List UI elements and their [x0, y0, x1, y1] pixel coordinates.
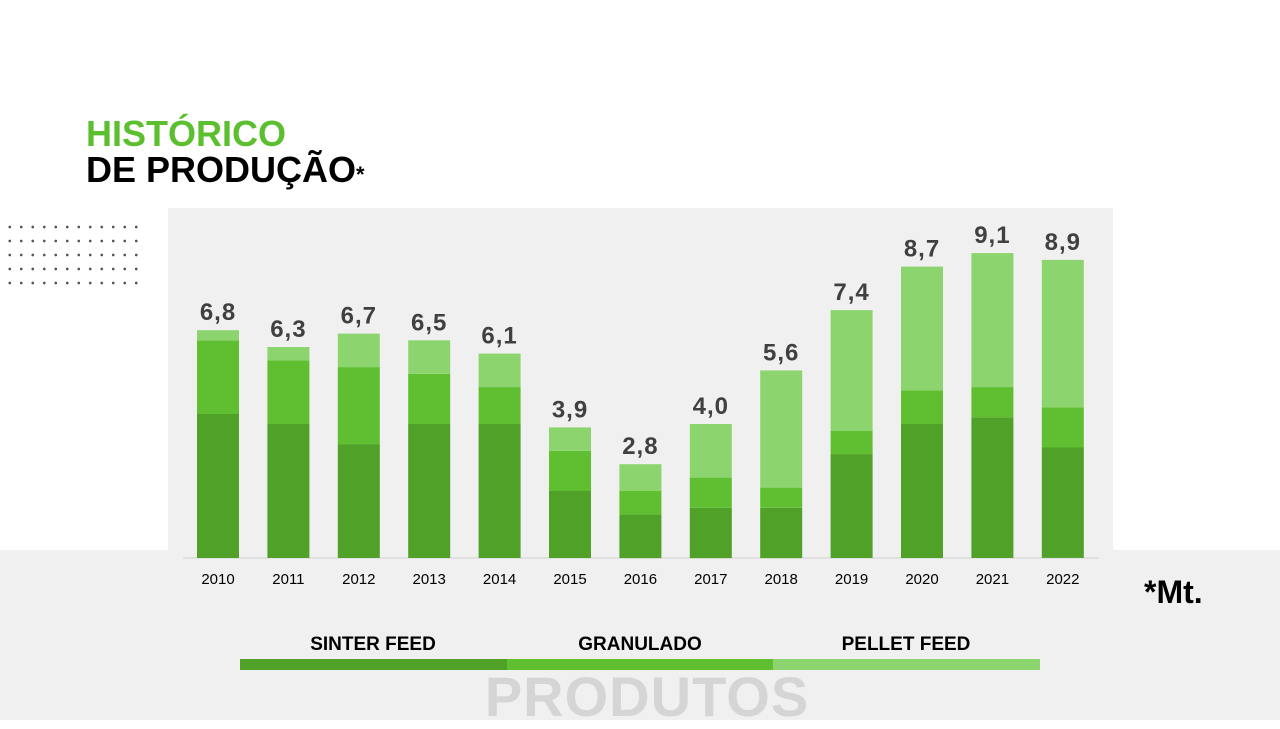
bar-2014-sinter-feed — [478, 424, 521, 558]
x-tick-label-2021: 2021 — [976, 571, 1009, 588]
legend-swatch-sinter-feed — [240, 659, 507, 670]
bar-2015-pellet-feed — [549, 427, 591, 451]
bar-2019-pellet-feed — [830, 310, 873, 431]
bars-group — [197, 253, 1084, 559]
bar-2020-sinter-feed — [901, 424, 943, 558]
bar-2012-pellet-feed — [337, 333, 380, 368]
bar-2011-granulado — [267, 360, 310, 424]
bar-2021-sinter-feed — [971, 417, 1014, 558]
legend-label-sinter-feed: SINTER FEED — [310, 634, 436, 655]
total-label-2021: 9,1 — [974, 222, 1010, 249]
bar-2019-sinter-feed — [830, 454, 873, 558]
bar-2015-granulado — [549, 450, 591, 491]
bar-2018-pellet-feed — [760, 370, 803, 488]
legend-label-pellet-feed: PELLET FEED — [841, 634, 971, 655]
bar-2013-granulado — [408, 373, 451, 425]
x-tick-label-2018: 2018 — [765, 571, 798, 588]
bar-2012-sinter-feed — [337, 444, 380, 558]
total-label-2012: 6,7 — [341, 303, 377, 330]
x-tick-label-2022: 2022 — [1046, 571, 1079, 588]
bar-2020-granulado — [901, 390, 943, 424]
bar-2013-sinter-feed — [408, 424, 451, 558]
title-asterisk: * — [356, 162, 365, 187]
bottom-band — [0, 550, 1280, 720]
total-label-2019: 7,4 — [833, 279, 869, 306]
x-tick-label-2020: 2020 — [905, 571, 938, 588]
dot-pattern-decoration — [4, 220, 144, 286]
bar-2018-sinter-feed — [760, 507, 803, 559]
legend-swatch-granulado — [507, 659, 774, 670]
bar-2011-pellet-feed — [267, 347, 310, 361]
bar-2022-granulado — [1041, 407, 1084, 448]
products-watermark: PRODUTOS — [484, 665, 810, 728]
total-label-2015: 3,9 — [552, 396, 588, 423]
bar-2014-pellet-feed — [478, 353, 521, 388]
x-tick-label-2015: 2015 — [553, 571, 586, 588]
bar-2014-granulado — [478, 387, 521, 424]
x-tick-label-2013: 2013 — [413, 571, 446, 588]
total-label-2018: 5,6 — [763, 339, 799, 366]
page-title-line-1: HISTÓRICO — [86, 113, 287, 154]
total-label-2020: 8,7 — [904, 236, 940, 263]
x-tick-label-2016: 2016 — [624, 571, 657, 588]
bar-2021-pellet-feed — [971, 253, 1014, 388]
bar-2010-granulado — [197, 340, 239, 414]
bar-2011-sinter-feed — [267, 424, 310, 558]
x-tick-label-2010: 2010 — [201, 571, 234, 588]
total-label-2014: 6,1 — [481, 323, 517, 350]
bar-2016-sinter-feed — [619, 514, 662, 559]
unit-note: *Mt. — [1144, 574, 1203, 610]
bar-2016-granulado — [619, 491, 662, 515]
x-tick-label-2012: 2012 — [342, 571, 375, 588]
total-label-2011: 6,3 — [270, 316, 306, 343]
total-label-2010: 6,8 — [200, 299, 236, 326]
bar-2018-granulado — [760, 487, 803, 508]
bar-2022-pellet-feed — [1041, 259, 1084, 408]
x-tick-label-2011: 2011 — [272, 571, 304, 588]
bar-2022-sinter-feed — [1041, 447, 1084, 558]
bar-2010-pellet-feed — [197, 330, 239, 341]
bar-2016-pellet-feed — [619, 464, 662, 491]
bar-2017-sinter-feed — [689, 507, 732, 559]
total-label-2022: 8,9 — [1045, 229, 1081, 256]
x-tick-label-2014: 2014 — [483, 571, 516, 588]
bar-2017-granulado — [689, 477, 732, 508]
bar-2012-granulado — [337, 367, 380, 445]
page-title-text: DE PRODUÇÃO — [86, 149, 357, 190]
bar-2015-sinter-feed — [549, 491, 591, 558]
bar-2020-pellet-feed — [901, 266, 943, 391]
bar-2013-pellet-feed — [408, 340, 451, 374]
total-label-2016: 2,8 — [622, 433, 658, 460]
x-tick-label-2019: 2019 — [835, 571, 868, 588]
total-label-2013: 6,5 — [411, 309, 447, 336]
legend-swatch-pellet-feed — [773, 659, 1040, 670]
x-tick-label-2017: 2017 — [694, 571, 727, 588]
labels-group: 6,8 2010 6,3 2011 6,7 2012 6,5 2013 6,1 2014 3,9 20… — [200, 222, 1081, 588]
bar-2021-granulado — [971, 387, 1014, 418]
total-label-2017: 4,0 — [693, 393, 729, 420]
bar-2010-sinter-feed — [197, 414, 239, 558]
page-title-line-2: DE PRODUÇÃO* — [86, 150, 365, 195]
bar-2019-granulado — [830, 430, 873, 455]
bar-2017-pellet-feed — [689, 424, 732, 478]
legend-label-granulado: GRANULADO — [578, 634, 702, 655]
